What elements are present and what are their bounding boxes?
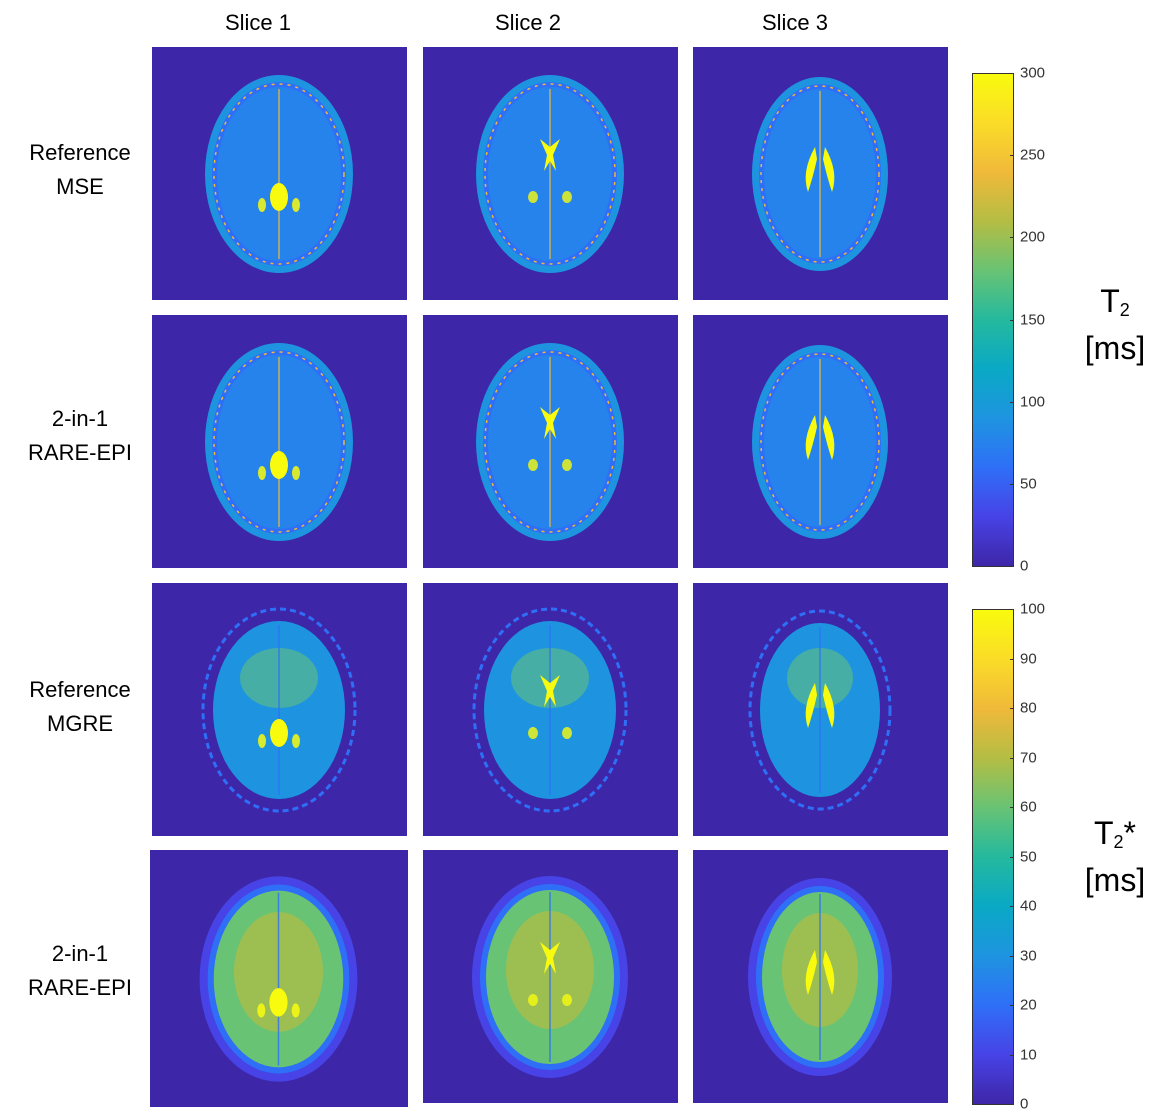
brain-axial-image [150,850,408,1107]
t2star-colorbar [972,609,1014,1105]
t2-tick-mark [1010,566,1014,567]
row-label-line1: 2-in-1 [51,406,109,431]
t2star-symbol: T [1093,815,1114,851]
t2star-tick-mark [1010,906,1014,907]
t2star-tick-mark [1010,757,1014,759]
brain-map-mse-slice-3 [693,47,948,300]
t2star-tick-mark [1010,807,1014,808]
brain-axial-image [152,47,407,300]
t2star-tick-label: 10 [1020,1046,1037,1063]
row-label-line1: 2-in-1 [51,941,109,966]
t2-tick-label: 100 [1020,393,1046,411]
t2-tick-label: 250 [1020,146,1046,164]
t2star-unit-label: T2* [ms] [1070,814,1160,899]
t2star-tick-mark [1010,609,1014,610]
column-header-slice-2: Slice 2 [494,10,562,35]
t2star-subscript: 2 [1113,832,1124,852]
brain-axial-image [693,315,948,568]
t2star-suffix: * [1123,815,1136,851]
brain-map-rare-epi-t2star-slice-1 [150,850,408,1107]
brain-map-mgre-slice-3 [693,583,948,836]
row-label-line2: MGRE [47,711,113,736]
t2-subscript: 2 [1119,300,1130,320]
t2star-tick-label: 20 [1020,996,1037,1014]
t2-colorbar [972,73,1014,567]
t2-tick-mark [1010,155,1014,157]
t2star-tick-mark [1010,955,1014,957]
t2-unit: [ms] [1084,330,1146,366]
brain-axial-image [423,315,678,568]
t2star-tick-mark [1010,1005,1014,1006]
column-header-slice-3: Slice 3 [761,10,829,35]
brain-axial-image [423,850,678,1103]
t2star-tick-mark [1010,856,1014,858]
brain-axial-image [693,583,948,836]
t2-tick-label: 300 [1020,64,1046,82]
brain-map-rare-epi-t2-slice-2 [423,315,678,568]
t2-tick-label: 0 [1020,557,1029,575]
t2-tick-mark [1010,73,1014,74]
brain-axial-image [423,47,678,300]
brain-map-mgre-slice-1 [152,583,407,836]
t2-symbol: T [1100,283,1120,319]
row-label-line2: RARE-EPI [28,440,132,465]
t2-tick-label: 150 [1020,311,1046,328]
brain-map-rare-epi-t2star-slice-2 [423,850,678,1103]
t2star-tick-mark [1010,1104,1014,1105]
t2star-unit: [ms] [1084,862,1146,898]
t2-tick-label: 200 [1020,228,1046,246]
row-label-2in1-rare-epi-t2: 2-in-1 RARE-EPI [10,402,150,470]
t2star-tick-label: 100 [1020,600,1046,618]
t2star-tick-label: 70 [1020,749,1037,766]
brain-axial-image [423,583,678,836]
brain-map-mse-slice-1 [152,47,407,300]
brain-axial-image [693,47,948,300]
brain-axial-image [152,583,407,836]
t2-tick-mark [1010,237,1014,239]
t2star-tick-label: 30 [1020,947,1037,964]
brain-map-rare-epi-t2-slice-1 [152,315,407,568]
t2star-tick-mark [1010,658,1014,660]
brain-map-mgre-slice-2 [423,583,678,836]
t2star-tick-label: 80 [1020,699,1037,717]
row-label-2in1-rare-epi-t2star: 2-in-1 RARE-EPI [10,937,150,1005]
t2star-tick-label: 60 [1020,798,1037,816]
brain-axial-image [693,850,948,1103]
column-header-slice-1: Slice 1 [224,10,292,35]
brain-map-rare-epi-t2-slice-3 [693,315,948,568]
t2-tick-mark [1010,319,1014,321]
t2star-tick-label: 40 [1020,897,1037,915]
t2star-tick-label: 0 [1020,1095,1029,1113]
t2-tick-mark [1010,401,1014,403]
t2-unit-label: T2 [ms] [1070,282,1160,367]
t2star-tick-label: 50 [1020,848,1037,865]
row-label-line1: Reference [29,140,131,165]
t2star-tick-mark [1010,708,1014,709]
row-label-reference-mse: Reference MSE [10,136,150,204]
brain-map-rare-epi-t2star-slice-3 [693,850,948,1103]
brain-axial-image [152,315,407,568]
row-label-line2: MSE [56,174,104,199]
row-label-line1: Reference [29,677,131,702]
t2star-tick-mark [1010,1054,1014,1056]
t2-tick-label: 50 [1020,475,1037,493]
t2-tick-mark [1010,483,1014,485]
row-label-reference-mgre: Reference MGRE [10,673,150,741]
t2star-tick-label: 90 [1020,650,1037,667]
brain-map-mse-slice-2 [423,47,678,300]
row-label-line2: RARE-EPI [28,975,132,1000]
